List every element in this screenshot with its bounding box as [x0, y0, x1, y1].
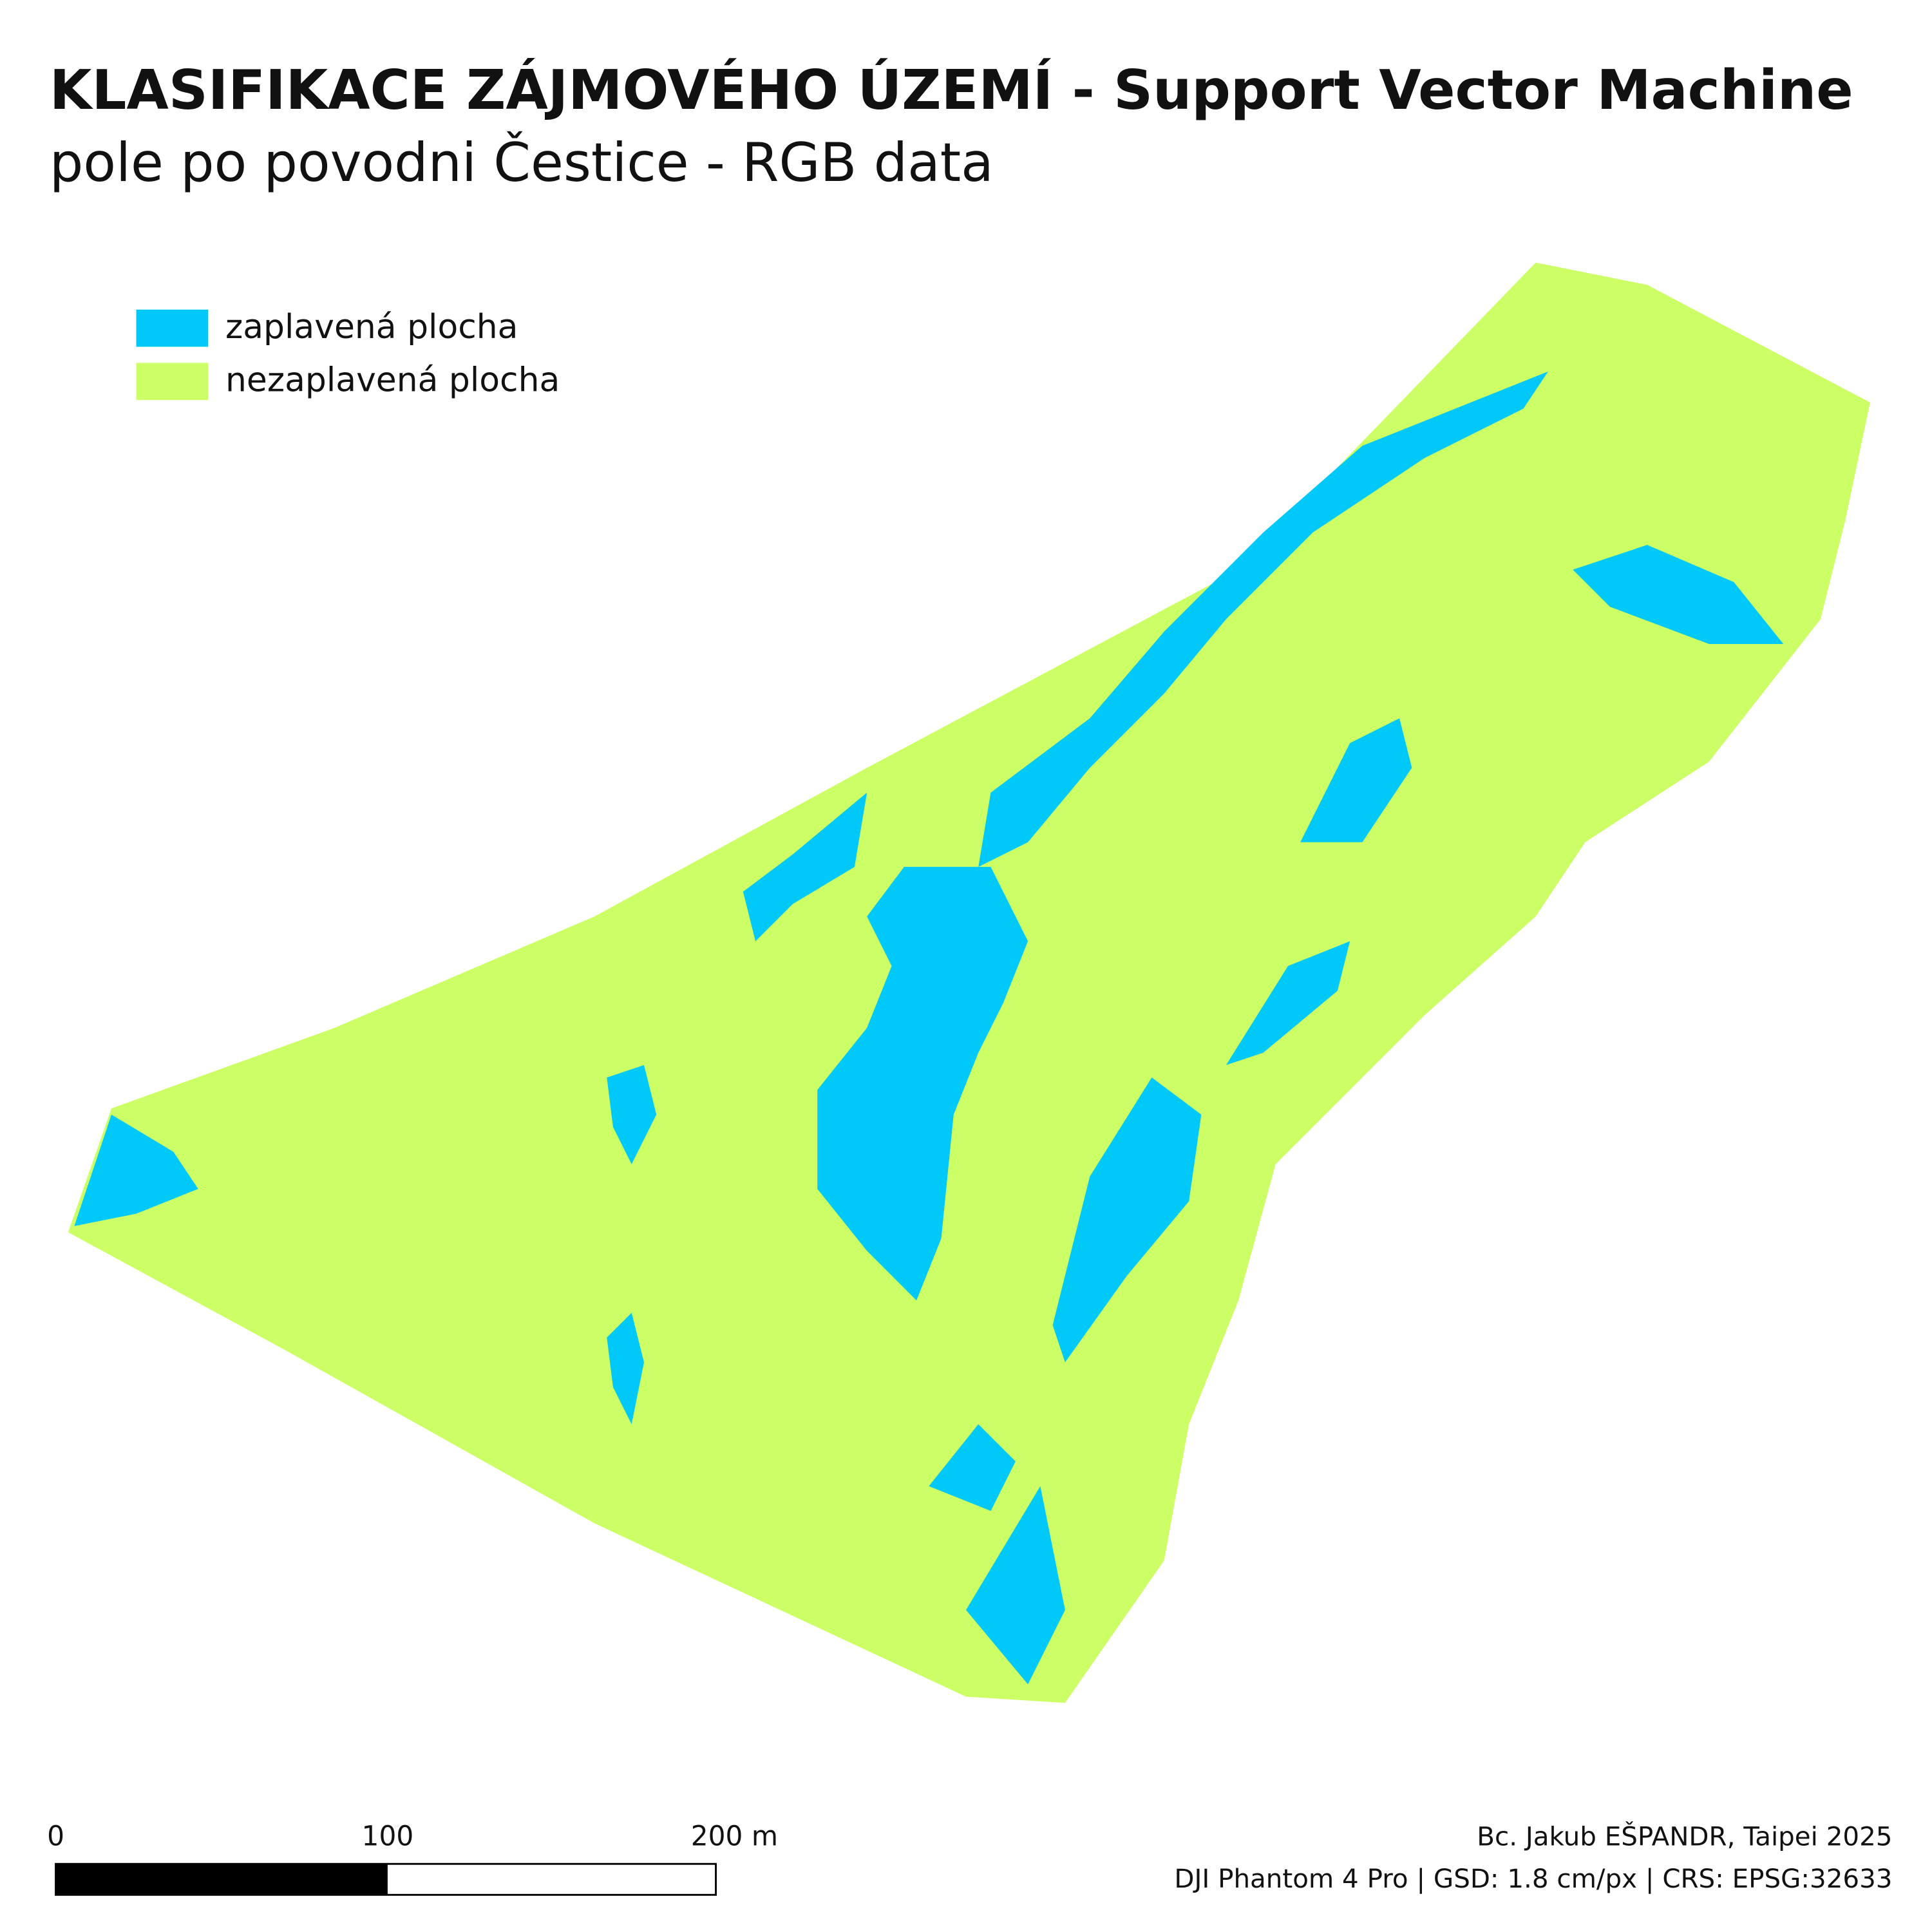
legend-label: nezaplavená plocha [225, 361, 560, 400]
flooded-area [978, 371, 1548, 867]
scale-label: 0 [47, 1820, 64, 1852]
flooded-area [74, 1114, 198, 1226]
flooded-area [1300, 718, 1412, 842]
legend-label: zaplavená plocha [225, 308, 518, 346]
scale-bar-segment [55, 1864, 388, 1895]
flooded-area [1052, 1077, 1202, 1363]
flooded-area [607, 1312, 644, 1425]
flooded-area [929, 1424, 1016, 1511]
flooded-area [743, 792, 867, 942]
legend-swatch [136, 363, 209, 401]
map-subtitle: pole po povodni Čestice - RGB data [50, 131, 994, 194]
flooded-area [607, 1065, 657, 1164]
scale-label: 100 [362, 1820, 414, 1852]
flooded-area [817, 867, 1028, 1301]
classified-area [68, 262, 1870, 1703]
flooded-area [1226, 941, 1350, 1065]
credit-author: Bc. Jakub EŠPANDR, Taipei 2025 [1477, 1821, 1892, 1852]
map-title: KLASIFIKACE ZÁJMOVÉHO ÚZEMÍ - Support Ve… [50, 57, 1853, 122]
credit-info: DJI Phantom 4 Pro | GSD: 1.8 cm/px | CRS… [1174, 1864, 1892, 1894]
flooded-area [966, 1486, 1065, 1685]
scale-label: 200 m [691, 1820, 778, 1852]
flooded-area [1573, 545, 1784, 644]
legend-swatch [136, 309, 209, 347]
